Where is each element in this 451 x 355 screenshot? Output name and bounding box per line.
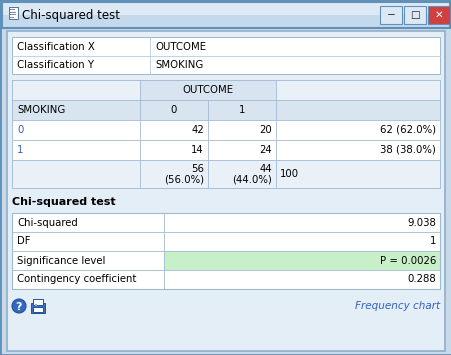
Bar [164,251,439,270]
Text: Chi-squared: Chi-squared [17,218,78,228]
Bar [207,140,276,160]
Text: SMOKING: SMOKING [155,60,203,70]
Bar [2,2,449,28]
Text: 44: 44 [259,164,272,174]
Text: Significance level: Significance level [17,256,105,266]
Text: Frequency chart: Frequency chart [354,301,439,311]
Bar [140,120,207,140]
Bar [164,213,439,232]
Bar [10,16,14,18]
Bar [164,232,439,251]
Text: 62 (62.0%): 62 (62.0%) [379,125,435,135]
Text: OUTCOME: OUTCOME [182,85,233,95]
Circle shape [12,299,26,313]
Bar [140,100,207,120]
Bar [207,100,276,120]
Bar [12,37,439,74]
Bar [10,14,16,15]
Bar [9,7,18,19]
Bar [31,303,45,313]
Text: 0: 0 [17,125,23,135]
Bar [276,100,439,120]
Text: 1: 1 [238,105,244,115]
Bar [140,140,207,160]
Bar [2,2,449,28]
Bar [403,6,425,24]
Text: 14: 14 [191,145,203,155]
Text: ✕: ✕ [434,10,442,20]
Text: □: □ [409,10,419,20]
Bar [276,120,439,140]
Bar [12,140,140,160]
Bar [10,9,15,10]
Bar [140,160,207,188]
Bar [276,160,439,188]
Bar [12,100,140,120]
Bar [35,304,37,306]
Text: Classification Y: Classification Y [17,60,94,70]
Text: 42: 42 [191,125,203,135]
Bar [12,270,164,289]
Bar [12,232,164,251]
Text: P = 0.0026: P = 0.0026 [379,256,435,266]
Bar [2,2,449,15]
Text: Contingency coefficient: Contingency coefficient [17,274,136,284]
Bar [12,251,164,270]
Bar [12,80,439,188]
Text: SMOKING: SMOKING [17,105,65,115]
Bar [276,80,439,100]
Bar [12,120,140,140]
Text: (56.0%): (56.0%) [164,174,203,184]
Text: 0: 0 [170,105,177,115]
Text: −: − [386,10,395,20]
Text: ?: ? [16,301,22,311]
Text: 20: 20 [259,125,272,135]
Bar [33,299,43,305]
Text: 38 (38.0%): 38 (38.0%) [379,145,435,155]
Bar [379,6,401,24]
Bar [207,120,276,140]
Text: 100: 100 [279,169,299,179]
Text: 56: 56 [191,164,203,174]
Text: 1: 1 [17,145,23,155]
Text: Classification X: Classification X [17,42,95,51]
Bar [33,307,43,312]
Text: DF: DF [17,236,30,246]
Bar [276,140,439,160]
Text: 24: 24 [259,145,272,155]
Text: Chi-squared test: Chi-squared test [12,197,115,207]
Text: OUTCOME: OUTCOME [155,42,206,51]
Bar [164,270,439,289]
Text: Chi-squared test: Chi-squared test [22,9,120,22]
Bar [207,160,276,188]
Bar [427,6,449,24]
Text: 9.038: 9.038 [406,218,435,228]
Bar [12,213,439,289]
Bar [12,213,164,232]
Text: (44.0%): (44.0%) [232,174,272,184]
Text: 0.288: 0.288 [406,274,435,284]
Bar [12,160,140,188]
Bar [140,80,276,100]
Bar [12,80,140,100]
Bar [10,11,16,13]
Text: 1: 1 [428,236,435,246]
